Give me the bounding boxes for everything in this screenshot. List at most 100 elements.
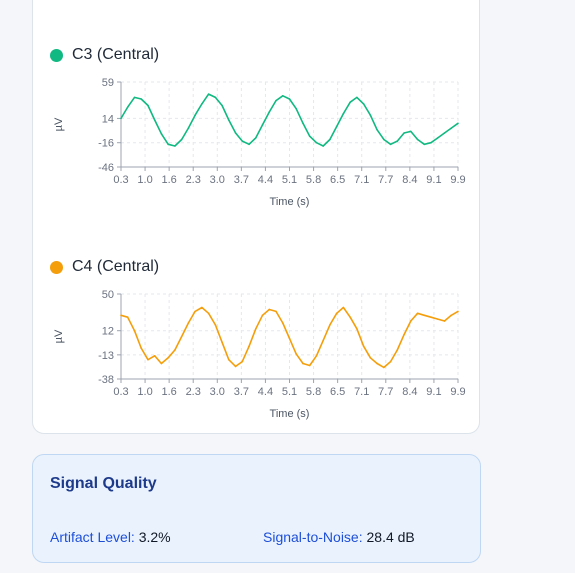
chart0-data-point xyxy=(147,104,149,107)
chart1-series-line xyxy=(120,306,459,369)
chart0-data-point xyxy=(133,96,136,99)
chart0-x-tick-label: 1.0 xyxy=(137,174,152,186)
chart1-data-point xyxy=(187,322,190,324)
chart0-data-point xyxy=(403,132,405,134)
chart1-x-axis-label: Time (s) xyxy=(270,408,310,420)
chart0-x-tick-label: 5.8 xyxy=(306,174,321,186)
signal-quality-title: Signal Quality xyxy=(50,475,157,492)
chart1-data-point xyxy=(362,345,365,347)
chart0-data-point xyxy=(281,94,284,97)
chart1-data-point xyxy=(228,358,230,361)
chart1-data-point xyxy=(416,312,419,315)
chart0-data-point xyxy=(288,98,291,100)
chart0-data-point xyxy=(410,130,412,133)
chart0-data-point xyxy=(457,122,459,125)
chart0-data-point xyxy=(228,119,230,121)
page-background-right xyxy=(483,0,575,573)
chart0-data-point xyxy=(160,133,163,135)
chart0-data-point xyxy=(329,138,331,141)
artifact-level-label: Artifact Level: xyxy=(50,529,135,545)
chart0-data-point xyxy=(308,135,311,138)
artifact-level-stat: Artifact Level: 3.2% xyxy=(50,529,171,545)
c3-legend: C3 (Central) xyxy=(50,46,159,64)
chart0-y-tick-label: 14 xyxy=(102,113,114,125)
signal-quality-panel: Signal Quality Artifact Level: 3.2% Sign… xyxy=(32,454,481,563)
chart1-data-point xyxy=(295,353,298,355)
chart0-x-tick-label: 6.5 xyxy=(330,174,345,186)
chart0-data-point xyxy=(234,132,237,134)
chart1-data-point xyxy=(160,362,163,365)
chart1-data-point xyxy=(376,362,378,365)
chart0-data-point xyxy=(383,138,385,141)
chart1-data-point xyxy=(275,310,277,313)
chart0-data-point xyxy=(369,114,372,116)
chart1-y-tick-label: -13 xyxy=(98,350,114,362)
chart1-data-point xyxy=(201,306,203,309)
chart0-data-point xyxy=(450,127,453,129)
chart0-data-point xyxy=(396,140,399,142)
c3-legend-label: C3 (Central) xyxy=(72,46,160,63)
chart0-data-point xyxy=(153,119,156,121)
chart0-data-point xyxy=(140,98,143,100)
chart1-x-tick-label: 7.1 xyxy=(354,386,369,398)
chart0-x-tick-label: 3.0 xyxy=(210,174,225,186)
chart0-data-point xyxy=(423,143,426,146)
chart1-data-point xyxy=(255,327,257,330)
chart0-x-tick-label: 9.9 xyxy=(450,174,465,186)
snr-stat: Signal-to-Noise: 28.4 dB xyxy=(263,529,415,545)
chart0-x-tick-label: 7.1 xyxy=(354,174,369,186)
chart0-data-point xyxy=(248,143,250,146)
chart0-y-tick-label: -16 xyxy=(98,138,114,150)
chart1-data-point xyxy=(261,314,264,317)
chart1-data-point xyxy=(356,327,358,330)
chart0-data-point xyxy=(255,137,257,139)
chart0-data-point xyxy=(430,141,432,144)
chart0-x-tick-label: 2.3 xyxy=(186,174,201,186)
chart0-data-point xyxy=(376,128,378,131)
chart0-x-tick-label: 9.1 xyxy=(426,174,441,186)
chart1-data-point xyxy=(302,362,304,365)
chart1-data-point xyxy=(133,329,136,332)
chart1-data-point xyxy=(281,322,284,324)
chart0-data-point xyxy=(302,122,304,125)
chart0-data-point xyxy=(126,106,129,108)
chart1-data-point xyxy=(389,360,392,363)
chart0-data-point xyxy=(443,132,446,134)
chart0-data-point xyxy=(207,93,210,95)
chart1-data-point xyxy=(369,356,372,359)
chart1-x-tick-label: 9.1 xyxy=(426,386,441,398)
chart1-data-point xyxy=(167,356,169,359)
chart1-data-point xyxy=(443,320,446,322)
chart1-x-tick-label: 1.6 xyxy=(161,386,176,398)
chart1-data-point xyxy=(430,316,432,318)
chart0-data-point xyxy=(362,103,365,105)
chart1-data-point xyxy=(214,324,217,326)
chart1-data-point xyxy=(194,310,196,313)
chart0-x-axis-label: Time (s) xyxy=(270,196,310,208)
chart1-data-point xyxy=(180,335,183,338)
chart0-data-point xyxy=(322,145,325,147)
chart0-data-point xyxy=(275,99,277,102)
chart0-y-axis-label: µV xyxy=(53,117,65,131)
chart0-data-point xyxy=(315,141,318,144)
chart0-data-point xyxy=(416,138,419,141)
chart1-data-point xyxy=(396,349,399,351)
chart1-x-tick-label: 9.9 xyxy=(450,386,465,398)
c3-eeg-chart: 59 14 -16 -460.3 1.0 1.6 2.3 3.0 3.7 4.4 5.1 5.8 6.5… xyxy=(53,77,466,208)
channel-charts-card xyxy=(32,0,480,434)
chart0-data-point xyxy=(194,114,196,116)
chart0-x-tick-label: 0.3 xyxy=(113,174,128,186)
chart1-data-point xyxy=(342,306,345,309)
chart0-data-point xyxy=(349,101,351,104)
chart1-data-point xyxy=(221,341,223,344)
chart1-data-point xyxy=(241,360,244,363)
chart0-data-point xyxy=(221,104,223,107)
chart1-data-point xyxy=(308,364,311,367)
chart0-data-point xyxy=(268,111,271,113)
chart1-data-point xyxy=(315,355,318,357)
chart1-data-point xyxy=(383,366,385,369)
chart1-x-tick-label: 4.4 xyxy=(258,386,273,398)
chart0-data-point xyxy=(436,137,439,139)
chart1-x-tick-label: 1.0 xyxy=(137,386,152,398)
chart1-data-point xyxy=(120,314,122,317)
